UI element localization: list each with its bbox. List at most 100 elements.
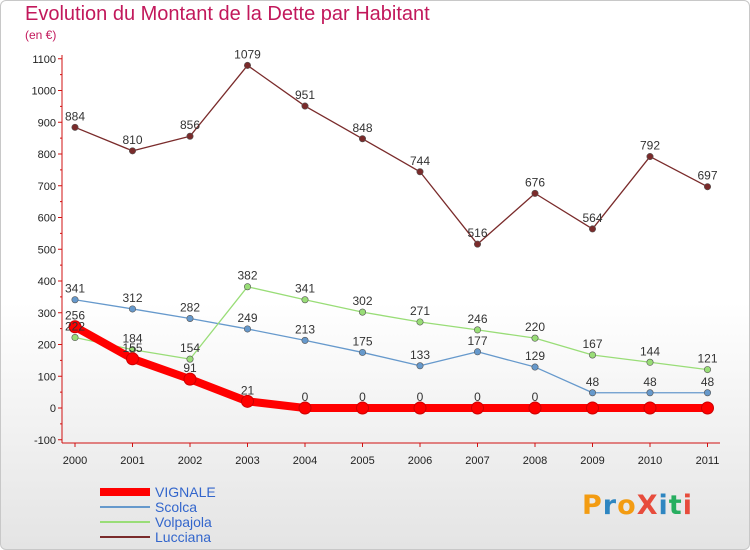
data-label: 154 (180, 341, 200, 355)
data-label: 848 (352, 121, 372, 135)
data-point (646, 153, 654, 161)
series-line-scolca (74, 299, 709, 394)
data-point (703, 366, 711, 374)
data-point (301, 296, 309, 304)
data-label: 0 (302, 390, 309, 404)
data-point (186, 132, 194, 140)
data-point (416, 168, 424, 176)
data-label: 144 (640, 344, 660, 358)
data-point (588, 225, 596, 233)
data-point (471, 401, 484, 415)
data-label: 175 (352, 334, 372, 348)
data-label: 222 (65, 320, 85, 334)
data-point (129, 305, 137, 313)
x-tick-label: 2005 (350, 455, 374, 467)
y-tick-label: 500 (38, 244, 56, 256)
data-label: 810 (122, 133, 142, 147)
data-label: 792 (640, 139, 660, 153)
data-point (413, 401, 427, 415)
y-tick-label: 700 (38, 181, 56, 193)
data-label: 1079 (234, 47, 261, 61)
data-point (473, 348, 481, 356)
data-point (586, 401, 599, 415)
data-point (643, 401, 657, 415)
x-tick-label: 2004 (293, 455, 317, 467)
data-label: 48 (586, 375, 600, 389)
data-label: 21 (241, 383, 255, 397)
data-label: 884 (65, 109, 85, 123)
data-point (358, 348, 366, 356)
data-point (703, 389, 711, 397)
data-label: 341 (295, 282, 315, 296)
data-label: 91 (183, 361, 197, 375)
data-label: 129 (525, 349, 545, 363)
data-point (68, 320, 82, 334)
data-point (531, 363, 539, 371)
y-tick-label: 1000 (32, 86, 56, 98)
x-tick-label: 2000 (63, 455, 87, 467)
data-point (531, 189, 539, 197)
data-label: 697 (697, 169, 717, 183)
y-tick-label: 0 (50, 403, 56, 415)
data-point (298, 401, 312, 415)
data-label: 167 (582, 337, 602, 351)
chart-subtitle: (en €) (25, 28, 57, 42)
data-point (416, 362, 424, 370)
data-point (528, 401, 542, 415)
data-label: 48 (701, 375, 715, 389)
data-point (183, 372, 197, 386)
data-point (358, 308, 366, 316)
y-tick-label: 1100 (32, 54, 56, 66)
data-label: 256 (65, 309, 85, 323)
data-label: 382 (237, 269, 257, 283)
data-point (186, 355, 194, 363)
data-point (588, 389, 596, 397)
series-line-volpajola (74, 286, 709, 371)
data-point (244, 283, 252, 291)
data-point (588, 351, 596, 359)
data-label: 249 (237, 311, 257, 325)
x-tick-label: 2003 (235, 455, 259, 467)
data-point (71, 334, 79, 342)
data-label: 856 (180, 118, 200, 132)
data-point (473, 240, 481, 248)
data-label: 0 (417, 390, 424, 404)
data-label: 744 (410, 154, 430, 168)
y-tick-label: 400 (38, 276, 56, 288)
y-tick-label: 100 (38, 371, 56, 383)
chart-title: Evolution du Montant de la Dette par Hab… (25, 3, 430, 25)
data-point (301, 102, 309, 110)
x-tick-label: 2010 (638, 455, 662, 467)
legend-label: VIGNALE (155, 484, 216, 500)
y-tick-label: 600 (38, 213, 56, 225)
data-point (358, 135, 366, 143)
data-label: 951 (295, 88, 315, 102)
y-tick-label: 800 (38, 149, 56, 161)
y-tick-label: 200 (38, 340, 56, 352)
data-label: 516 (467, 226, 487, 240)
data-label: 676 (525, 175, 545, 189)
x-tick-label: 2001 (120, 455, 144, 467)
x-tick-label: 2008 (523, 455, 547, 467)
data-point (241, 394, 254, 408)
data-label: 0 (532, 390, 539, 404)
y-tick-label: -100 (34, 435, 56, 447)
data-point (301, 336, 309, 344)
data-label: 133 (410, 348, 430, 362)
data-label: 121 (697, 352, 717, 366)
data-label: 312 (122, 291, 142, 305)
data-label: 271 (410, 304, 430, 318)
data-label: 155 (122, 341, 142, 355)
data-point (473, 326, 481, 334)
data-point (646, 358, 654, 366)
data-point (646, 389, 654, 397)
data-point (416, 318, 424, 326)
proxiti-logo: ProXiti (582, 490, 693, 521)
data-point (531, 334, 539, 342)
x-tick-label: 2007 (465, 455, 489, 467)
data-point (356, 401, 369, 415)
data-label: 282 (180, 300, 200, 314)
x-tick-label: 2011 (696, 455, 720, 467)
data-label: 246 (467, 312, 487, 326)
